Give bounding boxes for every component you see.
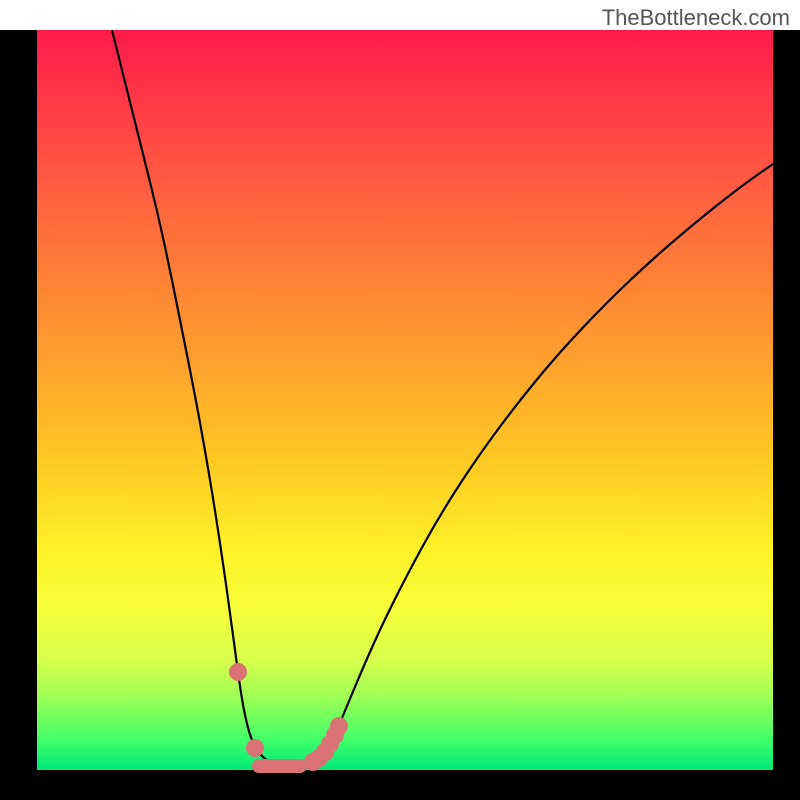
marker-bottom-bar <box>252 759 307 773</box>
frame-left <box>0 30 37 800</box>
marker-cluster-dot <box>330 717 348 735</box>
plot-area <box>37 30 773 770</box>
marker-dot <box>229 663 247 681</box>
curve-right-branch <box>287 164 773 767</box>
frame-bottom <box>0 770 800 800</box>
frame-right <box>773 30 800 800</box>
marker-dot <box>246 739 264 757</box>
bottleneck-curve <box>37 30 773 770</box>
watermark-text: TheBottleneck.com <box>602 5 790 31</box>
curve-left-branch <box>112 30 287 767</box>
